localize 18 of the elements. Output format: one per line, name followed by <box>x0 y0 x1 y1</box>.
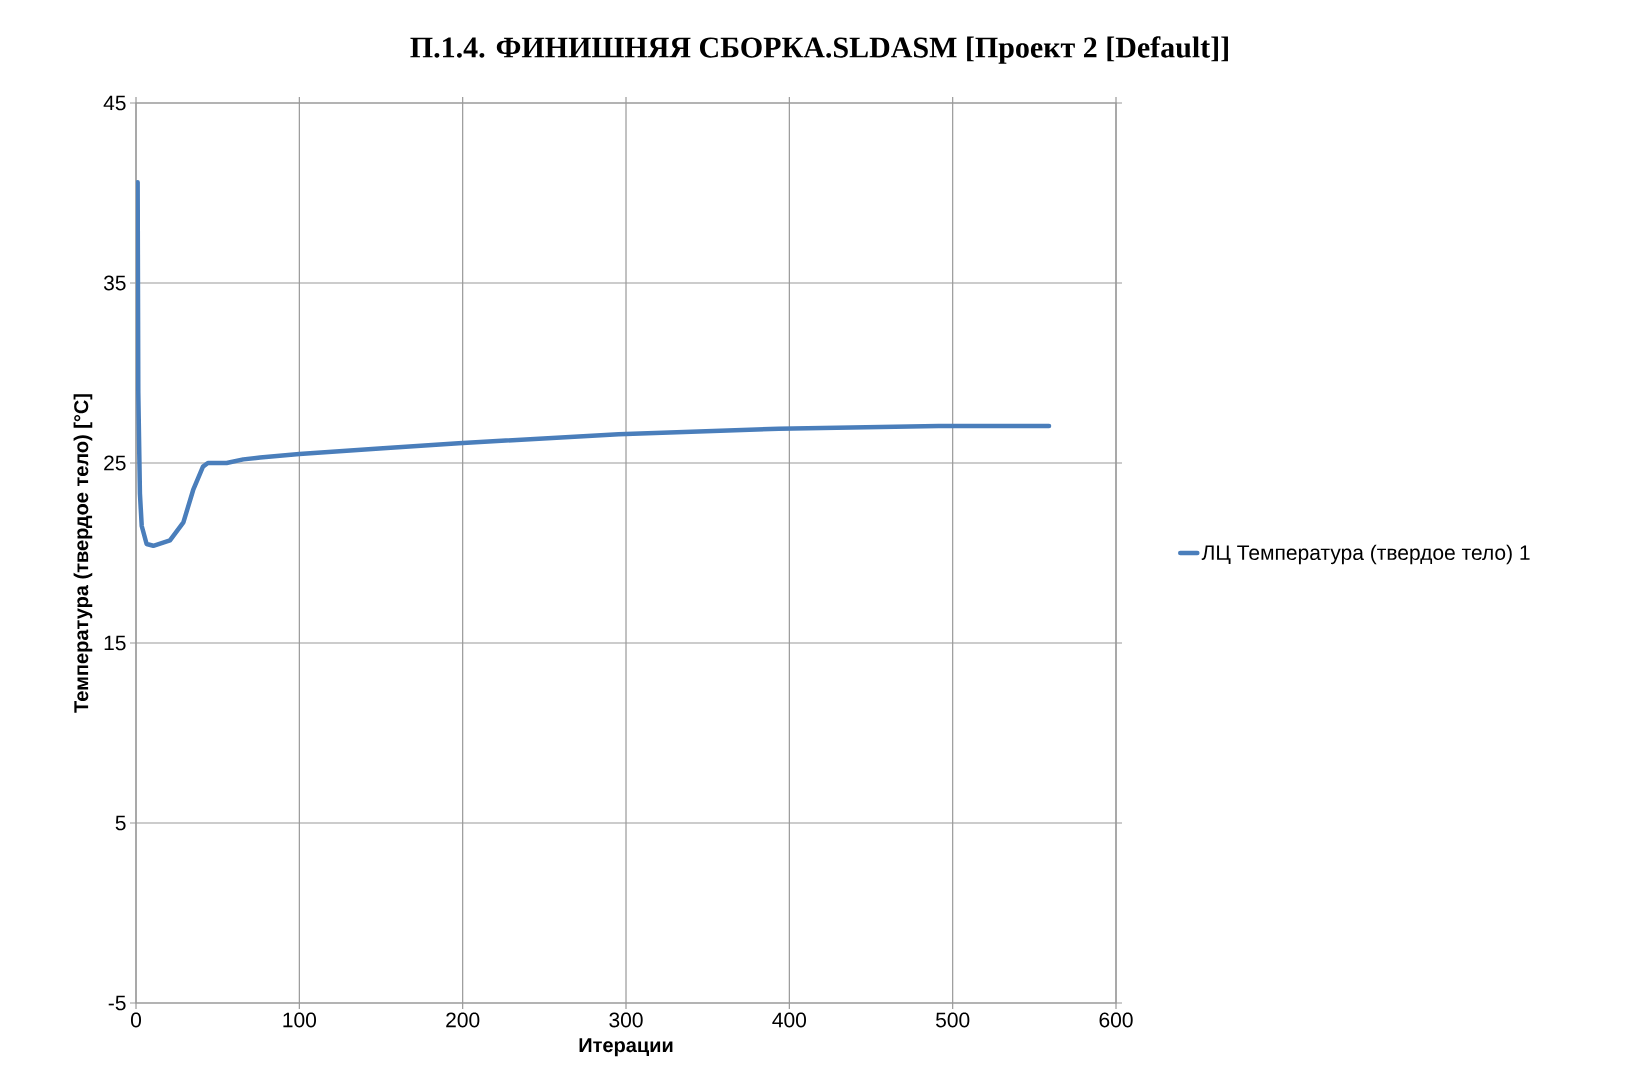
x-axis-title: Итерации <box>579 1038 673 1057</box>
x-tick-label: 100 <box>283 1012 317 1028</box>
legend-label: ЛЦ Температура (твердое тело) 1 <box>1201 544 1530 565</box>
y-tick-label: 25 <box>104 455 126 471</box>
x-tick-label: 400 <box>772 1012 807 1028</box>
x-tick-label: 600 <box>1099 1012 1133 1028</box>
x-tick-label: 200 <box>446 1012 480 1028</box>
y-axis-title: Температура (твердое тело) [°C] <box>73 394 93 713</box>
y-tick-label: 15 <box>104 635 126 651</box>
x-tick-label: 500 <box>936 1012 970 1028</box>
x-tick-label: 300 <box>609 1012 643 1028</box>
y-tick-label: 5 <box>115 815 126 831</box>
y-tick-label: 35 <box>103 275 126 291</box>
chart-title: П.1.4. ФИНИШНЯЯ СБОРКА.SLDASM [Проект 2 [Default]] <box>410 36 1228 64</box>
y-tick-label: 45 <box>103 95 126 111</box>
line-series <box>136 179 1052 549</box>
y-tick-label: -5 <box>108 995 126 1011</box>
x-tick-label: 0 <box>130 1012 142 1028</box>
